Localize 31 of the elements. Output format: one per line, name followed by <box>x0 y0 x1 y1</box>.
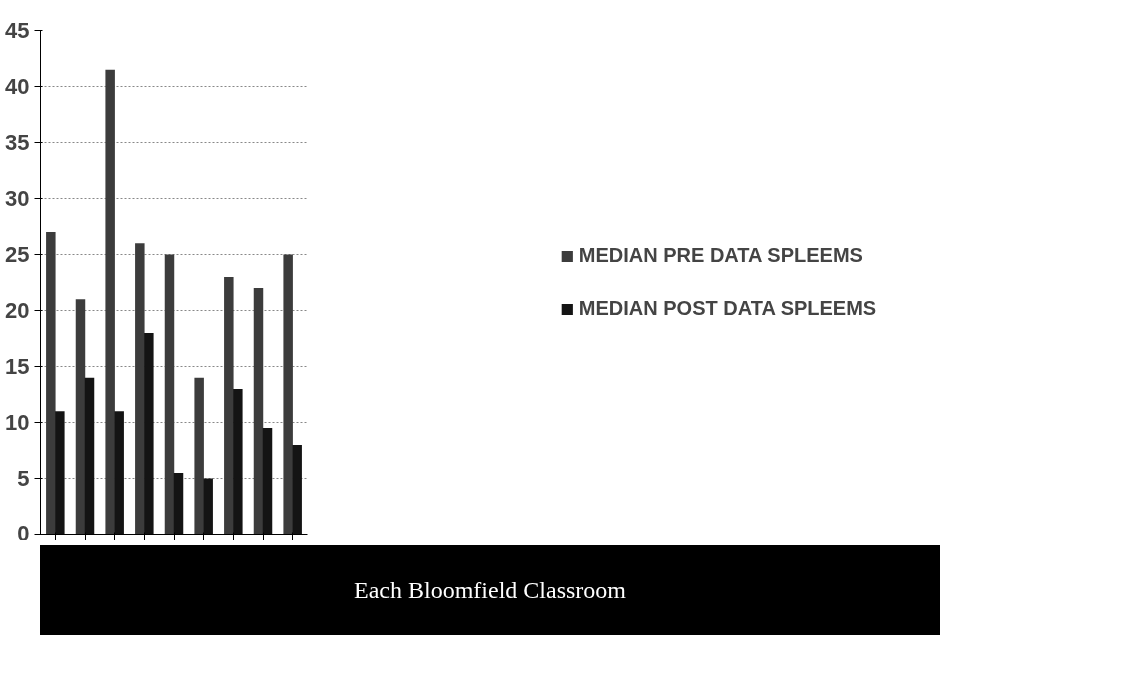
bar <box>164 254 175 535</box>
bar <box>203 478 213 535</box>
y-tick-label: 40 <box>5 74 30 99</box>
bar <box>46 232 56 535</box>
bar <box>135 243 145 535</box>
y-tick-label: 25 <box>5 242 30 267</box>
y-tick-label: 0 <box>17 520 30 546</box>
y-tick-label: 20 <box>5 298 30 323</box>
bar <box>283 254 293 535</box>
bar <box>114 411 124 535</box>
bar <box>55 411 65 535</box>
y-tick-label: 30 <box>5 186 30 211</box>
legend-label: MEDIAN POST DATA SPLEEMS <box>578 297 877 320</box>
y-tick-label: 35 <box>5 130 30 155</box>
bar <box>84 377 95 535</box>
bar <box>253 288 264 535</box>
bar <box>292 444 302 535</box>
y-tick-label: 15 <box>5 354 30 379</box>
bar <box>105 69 115 535</box>
x-axis-title: Each Bloomfield Classroom <box>354 575 626 605</box>
y-tick-label: 45 <box>5 18 30 43</box>
bar <box>262 428 273 535</box>
legend-label: MEDIAN PRE DATA SPLEEMS <box>578 244 863 267</box>
y-tick-label: 5 <box>17 466 30 491</box>
bar <box>75 299 86 535</box>
bar <box>194 377 204 535</box>
bar <box>224 276 234 535</box>
y-tick-label: 10 <box>5 410 30 435</box>
bar <box>173 472 184 535</box>
bar <box>233 388 243 535</box>
bar <box>144 332 154 535</box>
